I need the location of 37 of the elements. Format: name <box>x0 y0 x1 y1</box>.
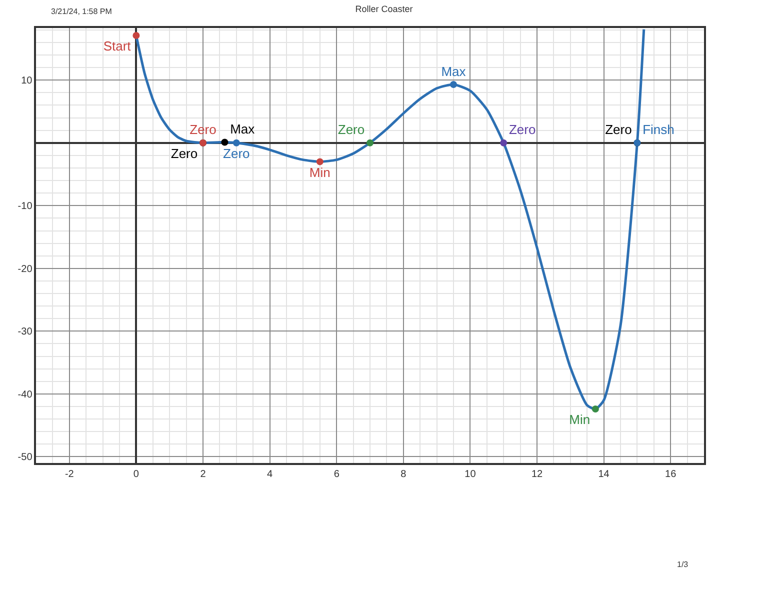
text: 3/21/24, 1:58 PM <box>51 7 112 16</box>
series-label: Start <box>103 38 132 54</box>
x-tick-label: 0 <box>133 468 140 480</box>
y-tick-label: 10 <box>21 76 33 87</box>
series-label: Zero <box>223 146 250 161</box>
series-label: Zero <box>605 122 632 138</box>
y-tick-label: -10 <box>18 201 33 212</box>
y-tick-label: -30 <box>18 326 33 338</box>
chart-title: Roller Coaster <box>355 4 413 14</box>
y-tick-label: -40 <box>18 389 33 400</box>
point <box>221 138 228 146</box>
x-tick-label: -2 <box>64 468 74 480</box>
series-label: Max <box>441 64 466 79</box>
y-tick-label: -50 <box>18 452 33 464</box>
x-tick-label: 10 <box>464 468 476 480</box>
point <box>592 406 599 413</box>
point <box>366 139 374 146</box>
x-tick-label: 2 <box>200 468 206 480</box>
point <box>132 32 140 40</box>
x-tick-label: 6 <box>334 468 340 480</box>
y-tick-label: -20 <box>18 264 33 275</box>
series-label: Zero <box>338 122 365 138</box>
point <box>232 139 240 146</box>
x-tick-label: 4 <box>267 468 274 480</box>
x-tick-label: 12 <box>531 468 543 480</box>
point <box>500 139 508 146</box>
x-tick-label: 16 <box>665 468 677 480</box>
series-label: Max <box>230 122 256 137</box>
text: 1/3 <box>677 560 689 569</box>
point <box>450 80 457 88</box>
x-tick-label: 8 <box>400 468 407 480</box>
series-label: Zero <box>170 146 198 161</box>
series-label: Zero <box>508 122 536 138</box>
series-label: Min <box>569 412 590 428</box>
series-label: Min <box>309 164 330 180</box>
x-tick-label: 14 <box>598 468 610 480</box>
point <box>316 158 324 166</box>
